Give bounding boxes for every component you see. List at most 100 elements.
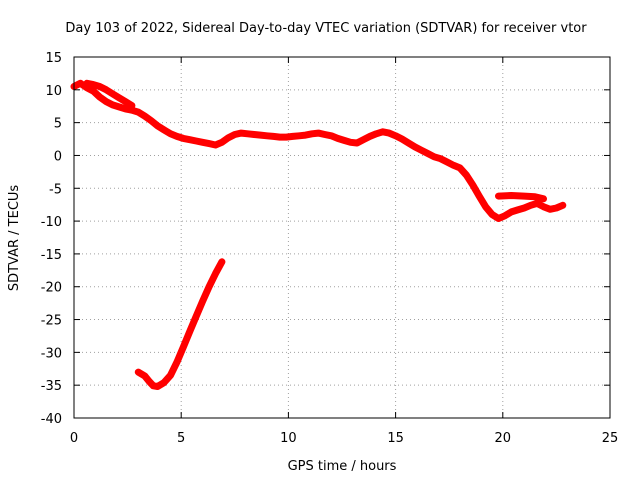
data-point — [553, 204, 560, 211]
y-tick-label: -5 — [49, 182, 62, 197]
data-point — [90, 88, 97, 95]
x-tick-label: 5 — [177, 431, 185, 446]
y-tick-label: 10 — [45, 84, 62, 99]
data-point — [109, 101, 116, 108]
data-point — [289, 133, 296, 140]
series-main — [70, 79, 567, 222]
data-point — [154, 122, 161, 129]
data-point — [508, 208, 515, 215]
data-point — [411, 143, 418, 150]
data-point — [308, 130, 315, 137]
data-point — [437, 155, 444, 162]
data-point — [392, 132, 399, 139]
series-late-segment — [495, 192, 547, 203]
x-tick-label: 25 — [602, 431, 619, 446]
data-point — [251, 131, 258, 138]
data-point — [103, 98, 110, 105]
data-point — [405, 139, 412, 146]
data-point — [135, 109, 142, 116]
data-point — [450, 162, 457, 169]
data-point — [206, 283, 213, 290]
data-point — [238, 130, 245, 137]
data-point — [463, 172, 470, 179]
data-point — [180, 135, 187, 142]
series-line — [70, 79, 567, 222]
data-point — [508, 192, 515, 199]
data-point — [77, 80, 84, 87]
data-point — [334, 135, 341, 142]
y-tick-label: 0 — [54, 149, 62, 164]
data-point — [218, 258, 225, 265]
data-point — [231, 131, 238, 138]
data-point — [501, 212, 508, 219]
series-line — [134, 258, 226, 390]
data-point — [360, 136, 367, 143]
data-point — [347, 139, 354, 146]
data-point — [302, 132, 309, 139]
data-point — [270, 133, 277, 140]
data-point — [146, 378, 153, 385]
data-point — [135, 369, 142, 376]
data-point — [521, 193, 528, 200]
data-point — [141, 113, 148, 120]
data-point — [116, 103, 123, 110]
x-tick-label: 15 — [387, 431, 404, 446]
data-point — [103, 86, 110, 93]
data-point — [283, 134, 290, 141]
data-point — [263, 132, 270, 139]
data-point — [399, 136, 406, 143]
y-tick-label: -40 — [41, 412, 62, 427]
data-point — [167, 372, 174, 379]
data-point — [128, 102, 135, 109]
data-points — [70, 79, 567, 390]
data-point — [244, 130, 251, 137]
data-point — [540, 195, 547, 202]
data-point — [531, 193, 538, 200]
data-point — [218, 139, 225, 146]
y-tick-label: -20 — [41, 281, 62, 296]
data-point — [495, 215, 502, 222]
data-point — [96, 94, 103, 101]
data-point — [444, 159, 451, 166]
data-point — [225, 134, 232, 141]
data-point — [546, 206, 553, 213]
y-tick-label: -30 — [41, 346, 62, 361]
data-point — [296, 132, 303, 139]
y-ticks: 15 10 5 0 -5 -10 -15 -20 -25 -30 -35 -40 — [41, 51, 610, 427]
data-point — [431, 153, 438, 160]
data-point — [469, 181, 476, 188]
data-point — [148, 117, 155, 124]
x-axis-label: GPS time / hours — [288, 459, 397, 474]
x-tick-label: 0 — [70, 431, 78, 446]
data-point — [212, 141, 219, 148]
data-point — [212, 270, 219, 277]
x-tick-label: 20 — [495, 431, 512, 446]
data-point — [418, 147, 425, 154]
data-point — [154, 383, 161, 390]
data-point — [199, 298, 206, 305]
x-tick-label: 10 — [280, 431, 297, 446]
data-point — [96, 83, 103, 90]
data-point — [186, 328, 193, 335]
data-point — [341, 137, 348, 144]
data-point — [193, 138, 200, 145]
data-point — [328, 132, 335, 139]
data-point — [173, 359, 180, 366]
data-point — [109, 90, 116, 97]
grid-lines — [74, 57, 610, 418]
data-point — [199, 139, 206, 146]
x-ticks: 0 5 10 15 20 25 — [70, 57, 618, 446]
y-tick-label: 15 — [45, 51, 62, 66]
data-point — [161, 379, 168, 386]
data-point — [366, 133, 373, 140]
data-point — [186, 136, 193, 143]
data-point — [173, 133, 180, 140]
data-point — [559, 202, 566, 209]
data-point — [456, 164, 463, 171]
data-point — [527, 202, 534, 209]
plot-frame — [73, 56, 611, 419]
data-point — [521, 204, 528, 211]
data-point — [161, 126, 168, 133]
data-point — [315, 130, 322, 137]
